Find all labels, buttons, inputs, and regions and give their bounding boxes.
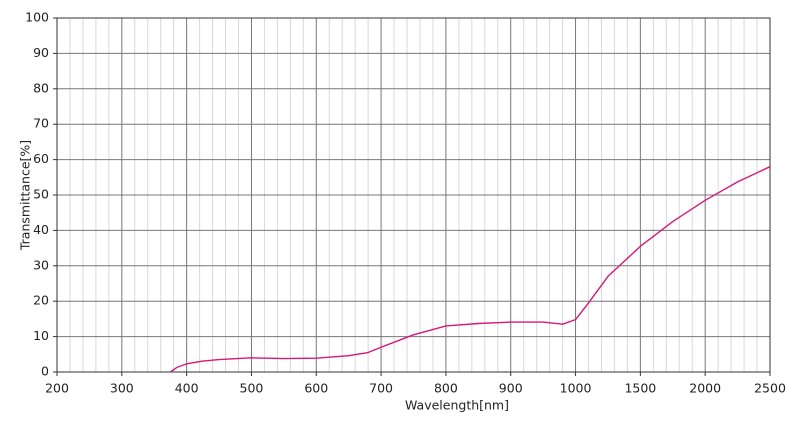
- data-line: [170, 166, 771, 373]
- y-tick-label: 40: [33, 222, 49, 237]
- y-tick-label: 80: [33, 80, 49, 95]
- y-tick-label: 0: [41, 364, 49, 379]
- x-tick-label: 500: [240, 381, 264, 396]
- x-tick-label: 900: [499, 381, 523, 396]
- x-tick-label: 300: [110, 381, 134, 396]
- plot-frame: [56, 17, 771, 373]
- x-tick-label: 2500: [754, 381, 786, 396]
- x-tick-label: 1500: [624, 381, 656, 396]
- x-tick-label: 1000: [560, 381, 592, 396]
- y-tick-label: 60: [33, 151, 49, 166]
- x-tick-label: 600: [304, 381, 328, 396]
- x-tick-label: 700: [369, 381, 393, 396]
- y-tick-label: 20: [33, 293, 49, 308]
- y-tick-label: 50: [33, 187, 49, 202]
- y-tick-label: 10: [33, 328, 49, 343]
- y-tick-label: 90: [33, 45, 49, 60]
- y-tick-label: 70: [33, 116, 49, 131]
- x-tick-label: 400: [175, 381, 199, 396]
- x-tick-label: 200: [45, 381, 69, 396]
- x-tick-label: 2000: [689, 381, 721, 396]
- x-tick-label: 800: [434, 381, 458, 396]
- y-tick-label: 100: [25, 10, 49, 25]
- x-axis-label: Wavelength[nm]: [405, 398, 509, 413]
- y-axis-label: Transmittance[%]: [18, 140, 33, 251]
- y-tick-label: 30: [33, 257, 49, 272]
